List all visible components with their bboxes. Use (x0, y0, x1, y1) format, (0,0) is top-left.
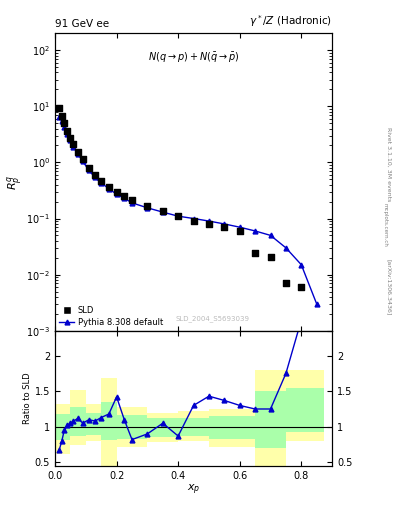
Text: $\gamma^*/Z$ (Hadronic): $\gamma^*/Z$ (Hadronic) (249, 13, 332, 29)
Point (237, 227, 243, 235)
Point (75, 147, 81, 156)
Point (298, 283, 305, 291)
Point (98, 177, 105, 185)
Point (92, 170, 98, 179)
Point (129, 196, 135, 204)
Point (79, 155, 86, 163)
Point (283, 279, 289, 287)
Point (144, 202, 151, 210)
Point (106, 182, 112, 190)
Text: [arXiv:1306.3436]: [arXiv:1306.3436] (386, 259, 391, 315)
Y-axis label: Ratio to SLD: Ratio to SLD (23, 373, 32, 424)
Point (121, 192, 127, 200)
Point (64, 127, 70, 135)
X-axis label: $x_p$: $x_p$ (187, 482, 200, 497)
Y-axis label: $R^{q}_{p}$: $R^{q}_{p}$ (5, 175, 25, 189)
Point (175, 212, 181, 220)
Point (56, 103, 62, 112)
Point (67, 134, 73, 142)
Legend: SLD, Pythia 8.308 default: SLD, Pythia 8.308 default (59, 306, 163, 327)
Text: 91 GeV ee: 91 GeV ee (55, 19, 109, 29)
Point (160, 207, 166, 215)
Text: SLD_2004_S5693039: SLD_2004_S5693039 (176, 315, 250, 322)
Text: $N(q\rightarrow p)+N(\bar{q}\rightarrow \bar{p})$: $N(q\rightarrow p)+N(\bar{q}\rightarrow … (148, 51, 239, 65)
Text: Rivet 3.1.10, 3M events: Rivet 3.1.10, 3M events (386, 126, 391, 201)
Point (221, 223, 228, 231)
Point (206, 220, 212, 228)
Point (86, 164, 92, 173)
Text: mcplots.cern.ch: mcplots.cern.ch (382, 203, 387, 247)
Point (191, 217, 197, 225)
Point (114, 187, 120, 196)
Point (252, 249, 258, 258)
Point (70, 140, 77, 148)
Point (61, 119, 68, 127)
Point (267, 252, 274, 261)
Point (59, 112, 65, 120)
